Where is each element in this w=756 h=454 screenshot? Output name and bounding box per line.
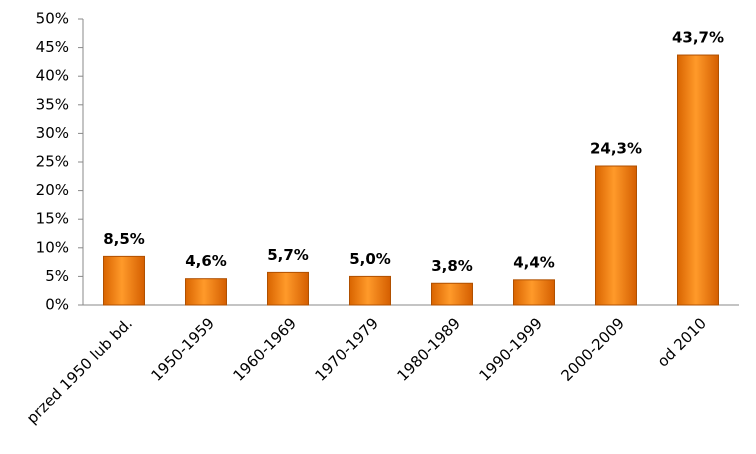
y-tick-label: 30%	[36, 124, 69, 142]
value-label: 4,6%	[185, 252, 227, 270]
bar	[431, 282, 473, 306]
x-tick-label: przed 1950 lub bd.	[23, 314, 136, 427]
x-tick-label: 1990-1999	[475, 314, 546, 385]
value-label: 5,0%	[349, 250, 391, 268]
value-label: 24,3%	[590, 140, 642, 158]
x-tick-label: 2000-2009	[557, 314, 628, 385]
value-label: 3,8%	[431, 257, 473, 275]
value-label: 8,5%	[103, 230, 145, 248]
bar	[677, 54, 719, 306]
x-tick-label: od 2010	[654, 314, 710, 370]
y-tick-label: 45%	[36, 38, 69, 56]
y-tick-label: 20%	[36, 181, 69, 199]
y-tick-label: 0%	[45, 296, 69, 314]
bar	[513, 279, 555, 306]
bar	[267, 271, 309, 306]
x-tick-label: 1980-1989	[393, 314, 464, 385]
y-tick-label: 25%	[36, 153, 69, 171]
x-tick-label: 1960-1969	[229, 314, 300, 385]
x-tick-label: 1950-1959	[147, 314, 218, 385]
bar	[185, 278, 227, 306]
bar	[595, 165, 637, 306]
x-tick-label: 1970-1979	[311, 314, 382, 385]
bar	[349, 275, 391, 306]
y-tick-label: 5%	[45, 267, 69, 285]
y-tick-label: 40%	[36, 67, 69, 85]
value-label: 5,7%	[267, 246, 309, 264]
y-tick-label: 50%	[36, 10, 69, 28]
value-label: 43,7%	[672, 29, 724, 47]
bar	[103, 255, 145, 306]
y-tick-label: 15%	[36, 210, 69, 228]
y-tick-label: 10%	[36, 238, 69, 256]
value-label: 4,4%	[513, 253, 555, 271]
y-tick-label: 35%	[36, 95, 69, 113]
